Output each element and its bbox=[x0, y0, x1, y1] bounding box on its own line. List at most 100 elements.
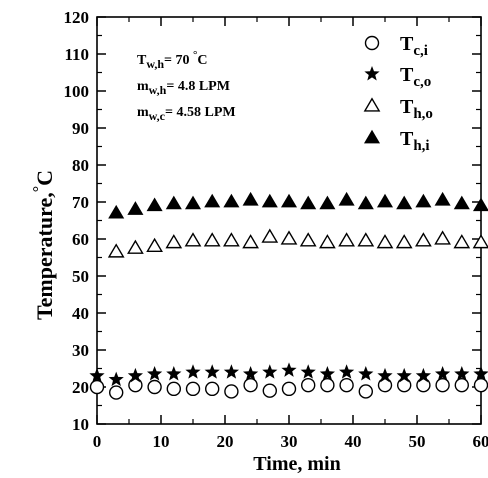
data-point bbox=[281, 381, 297, 397]
data-point bbox=[223, 232, 240, 247]
data-point bbox=[127, 201, 144, 215]
data-point bbox=[224, 384, 239, 399]
x-axis-label: Time, min bbox=[253, 453, 340, 475]
y-tick-label: 110 bbox=[64, 45, 89, 64]
legend-label: Tc,i bbox=[400, 33, 428, 59]
data-point bbox=[415, 232, 432, 247]
data-point bbox=[300, 195, 317, 210]
data-point bbox=[376, 193, 394, 208]
data-point bbox=[376, 234, 394, 249]
series-T-c,o bbox=[89, 362, 488, 387]
data-point bbox=[453, 195, 470, 210]
data-point bbox=[127, 239, 144, 254]
y-tick-label: 10 bbox=[72, 415, 89, 434]
y-tick-label: 20 bbox=[72, 378, 89, 397]
data-point bbox=[204, 364, 220, 379]
data-point bbox=[203, 232, 221, 247]
data-point bbox=[396, 367, 412, 383]
data-point bbox=[434, 230, 451, 245]
data-point bbox=[338, 232, 355, 247]
data-point bbox=[472, 197, 488, 212]
x-tick-label: 20 bbox=[217, 432, 234, 451]
annotation-symbol: m bbox=[137, 105, 149, 120]
x-tick-label: 40 bbox=[345, 432, 362, 451]
annotation-value: = 70 bbox=[164, 53, 193, 68]
legend-marker bbox=[364, 35, 380, 51]
legend-subscript: c,o bbox=[413, 74, 431, 90]
data-point bbox=[184, 232, 202, 247]
data-point bbox=[204, 193, 221, 208]
data-point bbox=[185, 381, 201, 397]
data-point bbox=[204, 381, 220, 397]
data-point bbox=[108, 371, 124, 387]
data-point bbox=[108, 204, 125, 219]
data-point bbox=[89, 367, 105, 383]
y-tick-label: 50 bbox=[72, 267, 89, 286]
data-point bbox=[107, 243, 125, 258]
data-point bbox=[434, 191, 451, 206]
legend-symbol: T bbox=[400, 33, 414, 55]
data-point bbox=[473, 377, 488, 393]
legend-marker bbox=[363, 97, 381, 112]
y-axis-ticks: 10 20 30 40 50 60 70 80 90 100 110 120 bbox=[64, 8, 481, 434]
annotation-subscript: w,h bbox=[149, 83, 167, 97]
data-point bbox=[223, 364, 240, 379]
legend-symbol: T bbox=[400, 64, 414, 86]
annotation-value: = 4.58 LPM bbox=[165, 105, 236, 120]
data-point bbox=[280, 193, 298, 208]
y-tick-label: 120 bbox=[64, 8, 90, 27]
y-tick-label: 70 bbox=[72, 193, 89, 212]
annotation-symbol: m bbox=[137, 79, 149, 94]
data-point bbox=[395, 234, 413, 249]
data-point bbox=[415, 193, 432, 208]
annotation-value: = 4.8 LPM bbox=[166, 79, 230, 94]
legend-symbol: T bbox=[400, 128, 414, 150]
data-point bbox=[223, 193, 240, 208]
data-point bbox=[454, 366, 470, 381]
legend: Tc,iTc,oTh,oTh,i bbox=[363, 33, 433, 154]
annotation-line: Tw,h= 70 °C bbox=[137, 49, 208, 71]
data-point bbox=[261, 228, 279, 243]
data-point bbox=[472, 234, 488, 249]
data-point bbox=[435, 377, 450, 393]
data-point bbox=[396, 195, 413, 210]
y-axis-label-unit: C bbox=[32, 170, 57, 186]
data-point bbox=[339, 377, 354, 393]
data-point bbox=[262, 364, 278, 379]
series-T-c,i bbox=[89, 377, 488, 400]
data-point bbox=[281, 362, 297, 377]
data-point bbox=[416, 377, 431, 393]
data-point bbox=[128, 377, 143, 393]
y-tick-label: 60 bbox=[72, 230, 89, 249]
data-point bbox=[319, 234, 336, 249]
annotation-symbol: T bbox=[137, 53, 147, 68]
legend-label: Th,i bbox=[400, 128, 430, 154]
y-axis-label-degree: ° bbox=[31, 186, 48, 192]
annotation-line: mw,h= 4.8 LPM bbox=[137, 79, 230, 97]
data-point bbox=[147, 379, 162, 395]
data-point bbox=[242, 234, 259, 249]
x-axis-ticks: 0 10 20 30 40 50 60 bbox=[93, 17, 488, 451]
y-tick-label: 100 bbox=[64, 82, 90, 101]
data-point bbox=[89, 379, 105, 395]
annotation-subscript: w,h bbox=[146, 57, 164, 71]
y-tick-label: 30 bbox=[72, 341, 89, 360]
data-point bbox=[146, 197, 163, 212]
x-tick-label: 30 bbox=[281, 432, 298, 451]
data-point bbox=[280, 230, 298, 245]
annotation-subscript: w,c bbox=[149, 109, 166, 123]
legend-symbol: T bbox=[400, 96, 414, 118]
data-point bbox=[184, 195, 202, 210]
data-point bbox=[320, 377, 335, 393]
y-axis-label: Temperature,°C bbox=[31, 170, 57, 320]
data-point bbox=[473, 366, 488, 381]
series-T-h,i bbox=[108, 191, 488, 219]
data-point bbox=[434, 366, 451, 381]
x-tick-label: 60 bbox=[473, 432, 488, 451]
data-point bbox=[319, 195, 336, 210]
data-point bbox=[338, 364, 355, 379]
series-T-h,o bbox=[107, 228, 488, 258]
data-point bbox=[454, 377, 469, 393]
data-point bbox=[358, 384, 373, 399]
legend-label: Tc,o bbox=[400, 64, 431, 90]
